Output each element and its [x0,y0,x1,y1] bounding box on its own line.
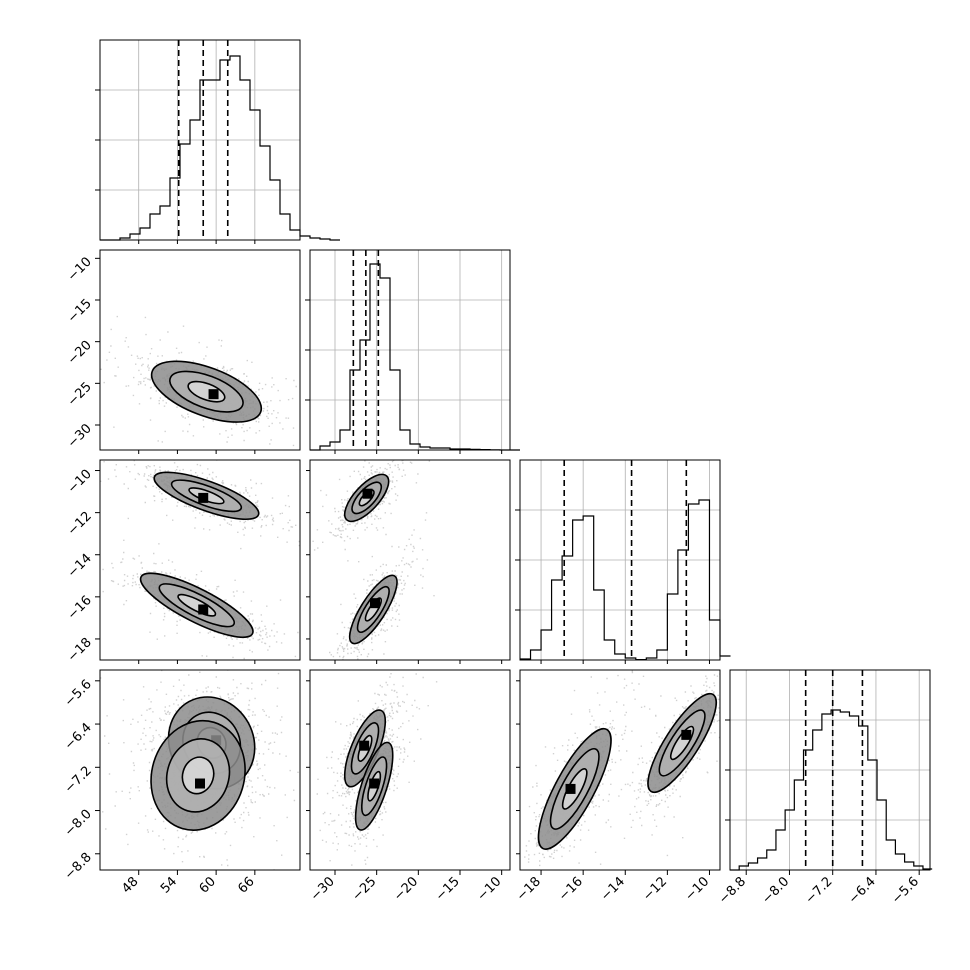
histogram-step-line [520,499,731,661]
x-tick-label-1-2: −20 [391,874,421,904]
y-tick-label-2-2: −14 [65,551,95,581]
x-tick-label-3-3: −6.4 [846,874,879,907]
y-tick-label-3-4: −5.6 [62,677,95,710]
y-tick-label-1-4: −10 [65,255,95,285]
histogram-frame [519,459,721,661]
density-peak-0 [198,492,209,503]
panel-content [524,670,720,870]
scatter-panel-1-3 [309,669,511,871]
scatter-panel-0-3 [99,669,301,871]
density-peak-0 [208,389,219,400]
panel-content [100,315,300,447]
panel-background [310,460,510,660]
scatter-panel-0-2 [99,459,301,661]
x-tick-label-1-0: −30 [308,874,338,904]
panel-background [310,670,510,870]
scatter-panel-1-2 [309,459,511,661]
density-peak-1 [195,778,205,789]
panel-content [310,460,435,660]
histogram-frame [729,669,931,871]
density-peak-1 [198,604,209,615]
y-tick-label-1-1: −25 [65,380,95,410]
y-tick-label-2-0: −18 [65,635,95,665]
y-tick-label-3-1: −8.0 [62,807,95,840]
x-tick-label-3-1: −8.0 [759,874,792,907]
scatter-frame [99,669,301,871]
y-tick-label-1-3: −15 [65,296,95,326]
y-tick-label-2-4: −10 [65,467,95,497]
x-tick-label-2-2: −14 [598,874,628,904]
x-tick-label-0-3: 66 [235,874,257,896]
density-peak-1 [369,778,380,789]
density-peak-1 [370,598,380,609]
density-peak-0 [359,740,370,751]
scatter-frame [99,249,301,451]
scatter-frame [309,669,511,871]
histogram-panel-1 [305,249,520,451]
scatter-frame [99,459,301,661]
x-tick-label-1-4: −10 [474,874,504,904]
scatter-frame [519,669,721,871]
panel-content [100,460,300,660]
scatter-panel-2-3 [519,669,721,871]
x-tick-label-1-3: −15 [433,874,463,904]
x-tick-label-2-4: −10 [682,874,712,904]
panel-content [100,670,299,870]
histogram-frame [309,249,511,451]
density-peak-1 [681,729,692,740]
y-tick-label-2-3: −12 [65,509,95,539]
density-peak-0 [565,783,576,794]
contour-1-0 [181,756,215,795]
x-tick-label-1-1: −25 [349,874,379,904]
histogram-panel-3 [725,669,933,871]
x-tick-label-2-1: −16 [556,874,586,904]
histogram-panel-2 [515,459,731,661]
y-tick-label-1-0: −30 [65,421,95,451]
density-peak-0 [362,488,373,499]
x-tick-label-0-0: 48 [119,874,141,896]
histogram-step-line [730,709,933,871]
x-tick-label-2-0: −18 [514,874,544,904]
x-tick-label-0-1: 54 [158,874,180,896]
y-tick-label-3-3: −6.4 [62,720,95,753]
x-tick-label-0-2: 60 [197,874,219,896]
histogram-frame [99,39,301,241]
y-tick-label-1-2: −20 [65,338,95,368]
x-tick-label-3-0: −8.8 [716,874,749,907]
histogram-panel-0 [95,39,340,241]
y-tick-label-3-2: −7.2 [62,764,95,797]
x-tick-label-3-2: −7.2 [803,874,836,907]
scatter-frame [309,459,511,661]
panel-background [100,250,300,450]
y-tick-label-2-1: −16 [65,593,95,623]
x-tick-label-2-3: −12 [640,874,670,904]
y-tick-label-3-0: −8.8 [62,850,95,883]
x-tick-label-3-4: −5.6 [889,874,922,907]
panel-content [316,670,438,866]
scatter-panel-0-1 [99,249,301,451]
